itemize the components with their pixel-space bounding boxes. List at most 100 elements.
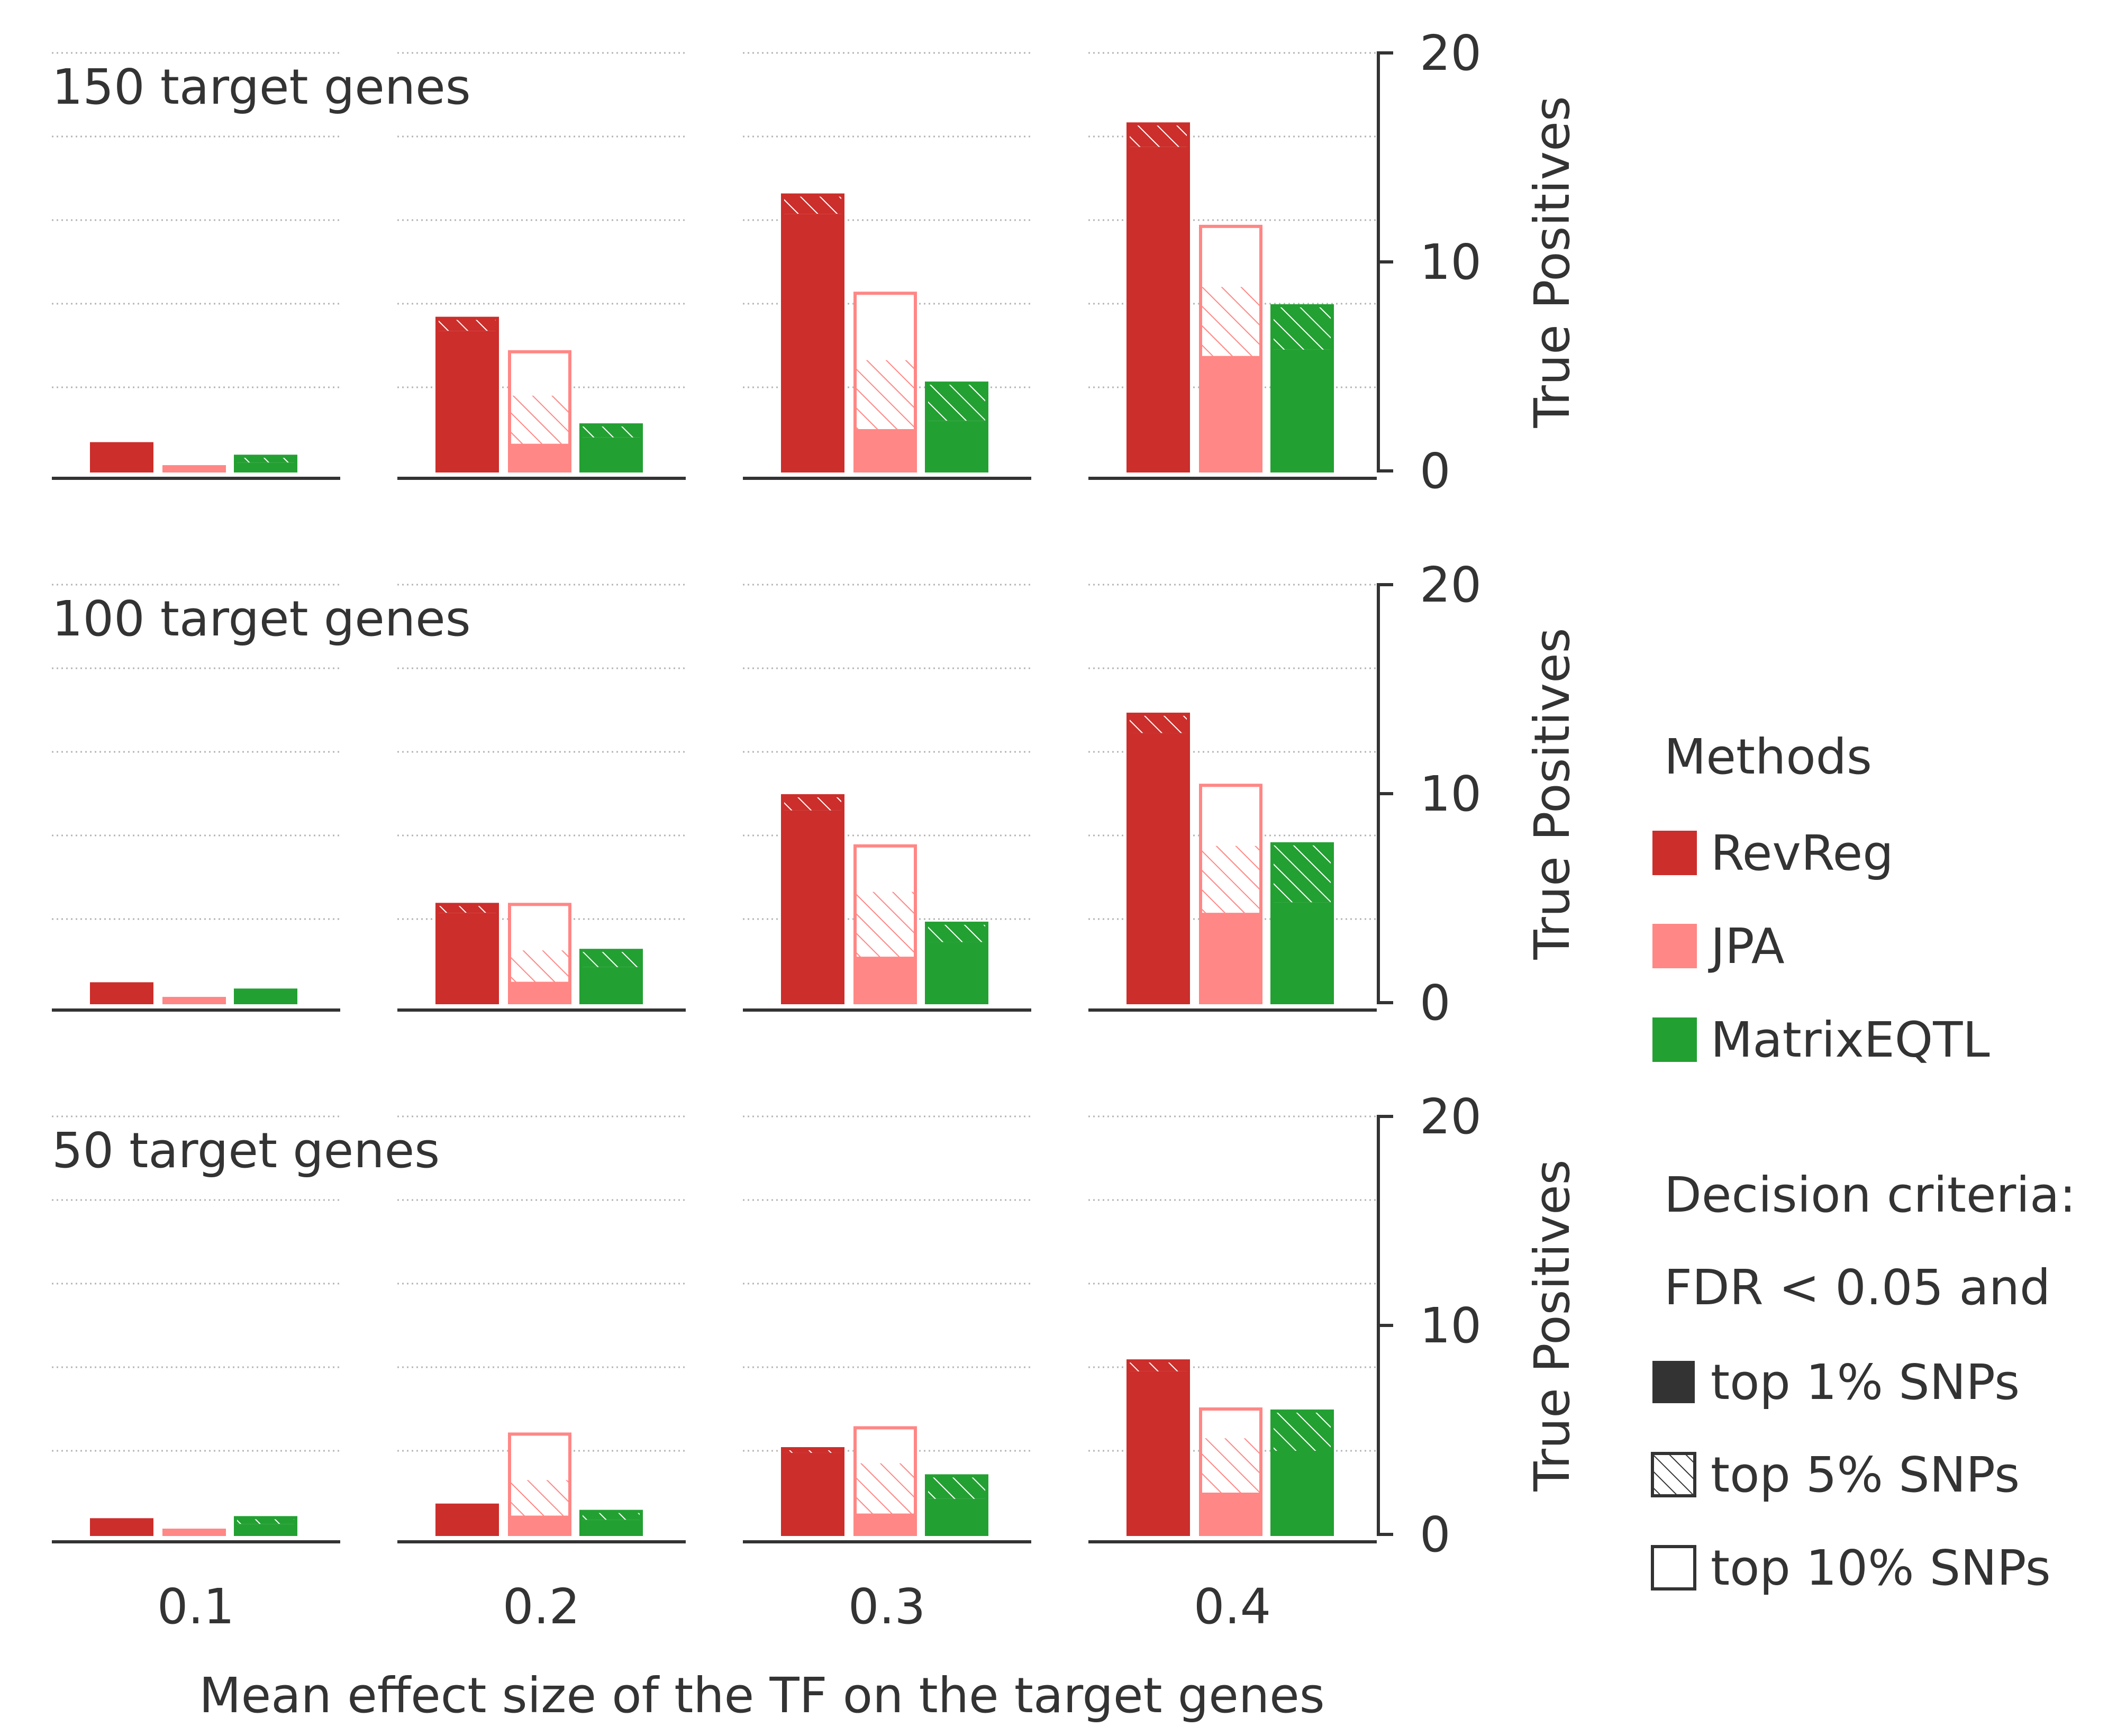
bar-segment-top1 xyxy=(926,421,987,471)
bar-segment-top1 xyxy=(1201,1493,1261,1534)
bar-segment-top5 xyxy=(855,360,915,429)
legend-label-matrixeqtl: MatrixEQTL xyxy=(1711,1012,1990,1068)
bar-jpa-0.3 xyxy=(853,292,917,472)
bar-revreg-0.3 xyxy=(781,1447,844,1537)
bar-segment-top5 xyxy=(235,456,296,463)
bar-jpa-0.4 xyxy=(1199,784,1262,1004)
bar-outline xyxy=(90,982,153,1004)
bar-jpa-0.4 xyxy=(1199,1407,1262,1536)
bar-segment-top1 xyxy=(783,810,843,1003)
y-axis-label: True Positives xyxy=(1524,96,1580,428)
bar-segment-top1 xyxy=(164,998,224,1003)
bar-outline xyxy=(579,1510,643,1537)
bar-outline xyxy=(1126,122,1190,473)
bar-segment-top5 xyxy=(1272,843,1332,903)
panel-label: 50 target genes xyxy=(52,1122,440,1179)
bar-segment-top5 xyxy=(1201,287,1261,356)
bar-revreg-0.1 xyxy=(90,982,153,1004)
bar-outline xyxy=(1199,784,1262,1004)
bar-outline xyxy=(234,1516,297,1536)
bar-matrixeqtl-0.4 xyxy=(1270,1409,1334,1536)
panel-1: 150 target genes 0 10 20 True Positives xyxy=(52,25,1580,499)
bar-outline xyxy=(90,442,153,473)
bar-matrixeqtl-0.1 xyxy=(234,988,297,1005)
legend-label-top1: top 1% SNPs xyxy=(1711,1354,2020,1411)
bar-outline xyxy=(853,1426,917,1537)
bar-revreg-0.1 xyxy=(90,1518,153,1537)
bar-matrixeqtl-0.2 xyxy=(579,949,643,1004)
y-tick-label: 0 xyxy=(1420,443,1451,499)
bar-revreg-0.3 xyxy=(781,794,844,1004)
bar-segment-top1 xyxy=(510,981,570,1003)
bar-matrixeqtl-0.2 xyxy=(579,423,643,472)
bar-revreg-0.2 xyxy=(435,1503,499,1536)
panel-3: 50 target genes 0 10 20 True Positives xyxy=(52,1088,1580,1563)
bar-revreg-0.2 xyxy=(435,316,499,473)
bar-segment-top1 xyxy=(437,331,497,471)
bar-segment-top5 xyxy=(235,1517,296,1524)
y-axis-label: True Positives xyxy=(1524,628,1580,960)
bar-outline xyxy=(435,1503,499,1536)
bar-jpa-0.1 xyxy=(162,997,226,1004)
legend-label-revreg: RevReg xyxy=(1711,825,1894,881)
bar-segment-top1 xyxy=(1272,902,1332,1003)
bar-outline xyxy=(853,292,917,472)
bar-segment-top1 xyxy=(855,1513,915,1534)
bar-outline xyxy=(162,465,226,472)
x-axis-label: Mean effect size of the TF on the target… xyxy=(199,1667,1324,1724)
bar-jpa-0.2 xyxy=(508,350,571,472)
bar-matrixeqtl-0.3 xyxy=(925,381,988,472)
y-tick-label: 10 xyxy=(1420,234,1482,290)
bar-outline xyxy=(925,1474,988,1536)
bar-segment-top5 xyxy=(1272,1411,1332,1451)
bar-segment-top1 xyxy=(581,967,641,1003)
bar-revreg-0.3 xyxy=(781,193,844,473)
bar-outline xyxy=(925,921,988,1005)
bar-outline xyxy=(234,455,297,472)
bar-segment-top1 xyxy=(437,913,497,1003)
bar-matrixeqtl-0.1 xyxy=(234,455,297,472)
panel-label: 150 target genes xyxy=(52,59,471,115)
y-tick-label: 20 xyxy=(1420,25,1482,81)
bar-segment-top1 xyxy=(1128,1371,1188,1534)
bar-segment-top5 xyxy=(510,395,570,444)
bar-segment-top5 xyxy=(783,795,843,811)
bar-segment-top5 xyxy=(581,1511,641,1520)
bar-revreg-0.4 xyxy=(1126,1359,1190,1536)
x-tick-label: 0.4 xyxy=(1194,1578,1271,1635)
bar-segment-top5 xyxy=(1128,714,1188,733)
bar-segment-top1 xyxy=(1201,913,1261,1003)
bar-jpa-0.3 xyxy=(853,844,917,1004)
x-tick-label: 0.2 xyxy=(503,1578,580,1635)
bar-outline xyxy=(781,794,844,1004)
legend-methods-title: Methods xyxy=(1664,729,1872,785)
x-tick-label: 0.3 xyxy=(848,1578,925,1635)
legend: Methods RevReg JPA MatrixEQTL Decision crite… xyxy=(1651,729,2076,1596)
bar-segment-top5 xyxy=(510,1480,570,1516)
bar-segment-top5 xyxy=(926,923,987,942)
bar-segment-top1 xyxy=(581,437,641,471)
bar-segment-top1 xyxy=(92,443,152,471)
y-tick-label: 0 xyxy=(1420,975,1451,1031)
bar-segment-top5 xyxy=(926,383,987,421)
bar-segment-top1 xyxy=(437,1505,497,1534)
bar-segment-top5 xyxy=(1201,1438,1261,1493)
bar-jpa-0.1 xyxy=(162,465,226,472)
panel-2: 100 target genes 0 10 20 True Positives xyxy=(52,557,1580,1031)
bar-segment-top5 xyxy=(926,1476,987,1499)
bar-revreg-0.4 xyxy=(1126,712,1190,1004)
bar-outline xyxy=(435,903,499,1004)
bar-jpa-0.4 xyxy=(1199,224,1262,472)
bar-segment-top1 xyxy=(1128,147,1188,471)
legend-criteria-title: Decision criteria: xyxy=(1664,1167,2076,1223)
y-tick-label: 0 xyxy=(1420,1506,1451,1563)
bar-segment-top5 xyxy=(783,195,843,214)
bar-segment-top1 xyxy=(1128,733,1188,1003)
bar-matrixeqtl-0.4 xyxy=(1270,304,1334,472)
bar-segment-top1 xyxy=(164,467,224,471)
bar-segment-top1 xyxy=(92,1520,152,1534)
bar-segment-top5 xyxy=(437,318,497,331)
bar-segment-top1 xyxy=(1272,349,1332,471)
bar-outline xyxy=(508,903,571,1004)
